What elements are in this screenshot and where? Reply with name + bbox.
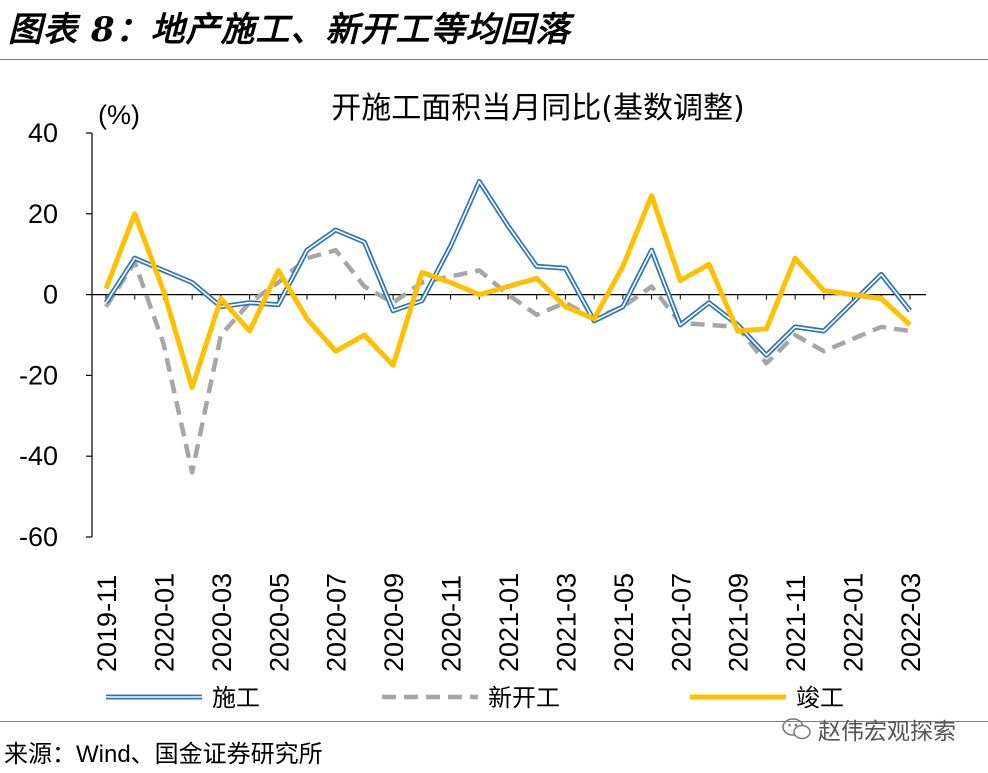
y-tick-label: -20 (19, 360, 58, 390)
x-tick-label: 2020-01 (149, 573, 179, 672)
x-tick-label: 2021-09 (724, 573, 754, 672)
x-tick-label: 2019-11 (92, 575, 122, 672)
y-tick-label: 0 (43, 280, 58, 310)
series-line-construction-inner (105, 180, 911, 357)
series-layer (103, 179, 912, 475)
x-tick-label: 2021-01 (494, 573, 524, 672)
chart-title: 开施工面积当月同比(基数调整) (331, 91, 744, 126)
series-line-new-starts (104, 247, 911, 475)
y-axis-unit: (%) (98, 100, 140, 130)
legend-completions-label: 竣工 (796, 684, 844, 712)
x-tick-label: 2020-11 (437, 575, 467, 672)
x-tick-label: 2020-03 (207, 573, 237, 672)
x-axis-ticks: 2019-11 2020-01 2020-03 2020-05 2020-07 2020-… (92, 294, 926, 672)
legend: 施工 新开工 竣工 (106, 684, 844, 712)
x-tick-label: 2021-03 (551, 573, 581, 672)
y-tick-label: 40 (28, 118, 58, 148)
x-tick-label: 2021-05 (609, 573, 639, 672)
x-tick-label: 2020-07 (322, 573, 352, 672)
figure-title: 图表 8：地产施工、新开工等均回落 (8, 10, 571, 50)
legend-new-starts-label: 新开工 (488, 684, 560, 712)
line-chart: 开施工面积当月同比(基数调整) (%) 40 20 0 -20 -40 -60 2019-… (19, 91, 926, 712)
source-note: 来源：Wind、国金证券研究所 (4, 741, 323, 768)
bottom-divider (0, 721, 988, 722)
x-tick-label: 2022-01 (839, 573, 869, 672)
axes (91, 133, 926, 537)
series-line-completions (103, 193, 912, 390)
y-tick-label: -40 (19, 441, 58, 471)
x-tick-label: 2021-11 (781, 575, 811, 672)
y-axis-ticks: 40 20 0 -20 -40 -60 (19, 118, 92, 552)
watermark-text: 赵伟宏观探索 (818, 719, 956, 745)
y-tick-label: 20 (28, 199, 58, 229)
y-tick-label: -60 (19, 522, 58, 552)
watermark: 赵伟宏观探索 (782, 712, 956, 746)
x-tick-label: 2020-05 (264, 573, 294, 672)
x-tick-label: 2021-07 (666, 573, 696, 672)
x-tick-label: 2020-09 (379, 573, 409, 672)
x-tick-label: 2022-03 (896, 573, 926, 672)
top-divider (0, 59, 988, 60)
legend-construction-label: 施工 (212, 684, 260, 712)
wechat-icon (782, 718, 811, 740)
